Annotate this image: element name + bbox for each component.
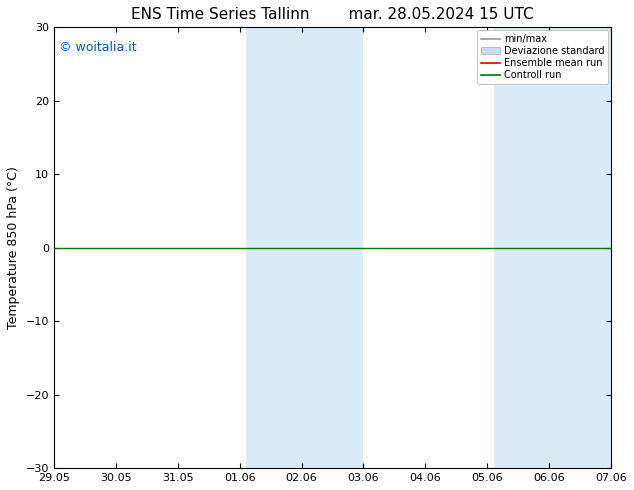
Legend: min/max, Deviazione standard, Ensemble mean run, Controll run: min/max, Deviazione standard, Ensemble m… [477, 30, 608, 84]
Bar [246, 27, 363, 468]
Text: © woitalia.it: © woitalia.it [60, 41, 137, 53]
Bar [493, 27, 611, 468]
Y-axis label: Temperature 850 hPa (°C): Temperature 850 hPa (°C) [7, 166, 20, 329]
Title: ENS Time Series Tallinn        mar. 28.05.2024 15 UTC: ENS Time Series Tallinn mar. 28.05.2024 … [131, 7, 534, 22]
